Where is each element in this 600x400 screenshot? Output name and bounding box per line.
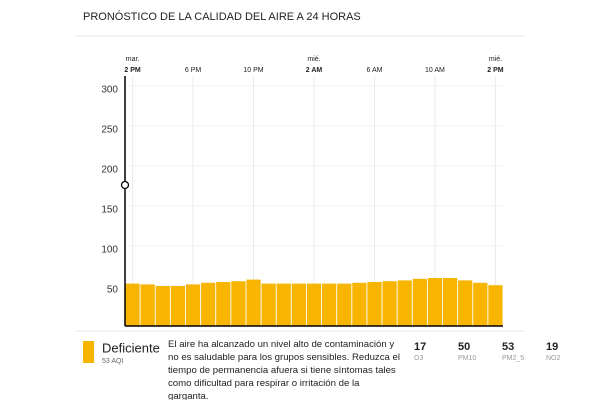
pollutant-name: PM2_5: [502, 355, 524, 362]
bar: [397, 280, 412, 326]
bar: [276, 283, 291, 326]
bar: [246, 279, 261, 326]
x-tick-label: 2 AM: [306, 67, 323, 74]
bar: [473, 282, 488, 326]
y-tick-label: 250: [101, 125, 118, 136]
x-tick-label: 2 PM: [487, 67, 504, 74]
bar: [352, 282, 367, 326]
pollutant-name: O3: [414, 355, 423, 362]
bar: [155, 286, 170, 326]
y-tick-label: 150: [101, 205, 118, 216]
level: Deficiente: [102, 340, 160, 355]
description: El aire ha alcanzado un nivel alto de co…: [168, 339, 400, 400]
x-tick-label: 10 AM: [425, 67, 445, 74]
chart-title: PRONÓSTICO DE LA CALIDAD DEL AIRE A 24 H…: [83, 10, 361, 23]
bar: [231, 281, 246, 326]
bar: [382, 281, 397, 326]
pollutant-value: 50: [458, 341, 470, 353]
bar: [201, 282, 216, 326]
bar: [306, 283, 322, 326]
bar: [367, 282, 382, 326]
bar: [291, 283, 306, 326]
bar: [427, 278, 443, 326]
pollutant-value: 19: [546, 341, 558, 353]
bar: [442, 278, 458, 326]
x-tick-label: 2 PM: [124, 67, 141, 74]
y-tick-label: 300: [101, 85, 118, 96]
bar: [458, 280, 473, 326]
y-tick-label: 50: [107, 285, 119, 296]
pollutant-value: 17: [414, 341, 426, 353]
x-tick-label: 6 AM: [367, 67, 383, 74]
bar: [125, 283, 140, 326]
bar: [322, 283, 337, 326]
day-label: mié.: [307, 56, 320, 63]
bar: [488, 285, 503, 326]
pollutant-value: 53: [502, 341, 514, 353]
bar: [337, 283, 352, 326]
x-tick-label: 6 PM: [185, 67, 202, 74]
day-label: mar.: [126, 56, 140, 63]
bar: [261, 283, 276, 326]
bar: [140, 284, 155, 326]
aqi-label: 53 AQI: [102, 358, 123, 365]
time-scrubber: [120, 180, 130, 190]
pollutant-name: PM10: [458, 355, 476, 362]
bar: [185, 284, 201, 326]
y-tick-label: 200: [101, 165, 118, 176]
x-tick-label: 10 PM: [243, 67, 263, 74]
bar: [170, 286, 186, 326]
bar: [412, 278, 427, 326]
day-label: mié.: [489, 56, 502, 63]
y-tick-label: 100: [101, 245, 118, 256]
pollutant-name: NO2: [546, 355, 561, 362]
bar: [216, 282, 231, 326]
level-swatch: [83, 341, 94, 363]
